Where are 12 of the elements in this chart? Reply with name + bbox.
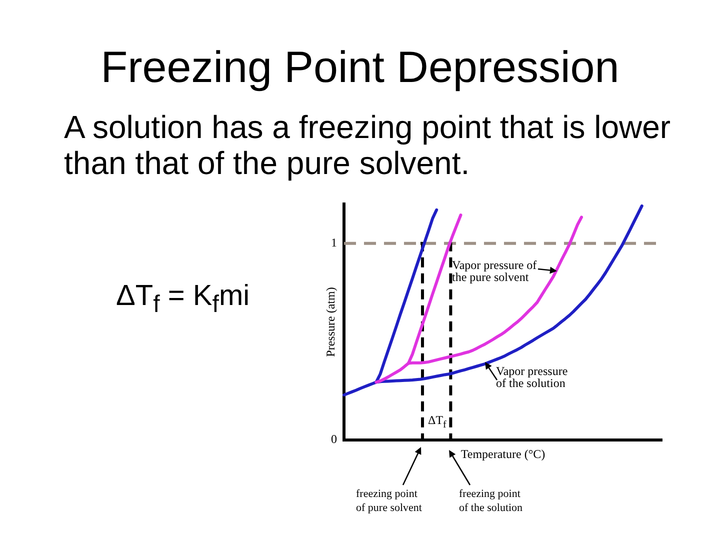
text: freezing point of pure solvent bbox=[356, 487, 423, 515]
text: ΔT$_{f}$ = K$_{f}$mi bbox=[116, 279, 250, 320]
annotation: Vapor pressure of the pure solvent bbox=[452, 258, 538, 284]
x-axis-title: Temperature (°C) bbox=[460, 446, 546, 461]
annotation: ΔT$_{f}$ bbox=[428, 413, 446, 432]
chart-title: Freezing Point Depression bbox=[100, 43, 620, 93]
annotation: Vapor pressure of the solution bbox=[496, 364, 569, 390]
y-tick-label: 0 bbox=[331, 432, 337, 446]
y-tick-label: 1 bbox=[331, 235, 337, 250]
chart-subtitle: A solution has a freezing point that is lower than that of the pure solvent. bbox=[64, 109, 672, 181]
y-axis-title: Pressure (atm) bbox=[323, 287, 338, 357]
text: freezing point of the solution bbox=[459, 487, 524, 515]
